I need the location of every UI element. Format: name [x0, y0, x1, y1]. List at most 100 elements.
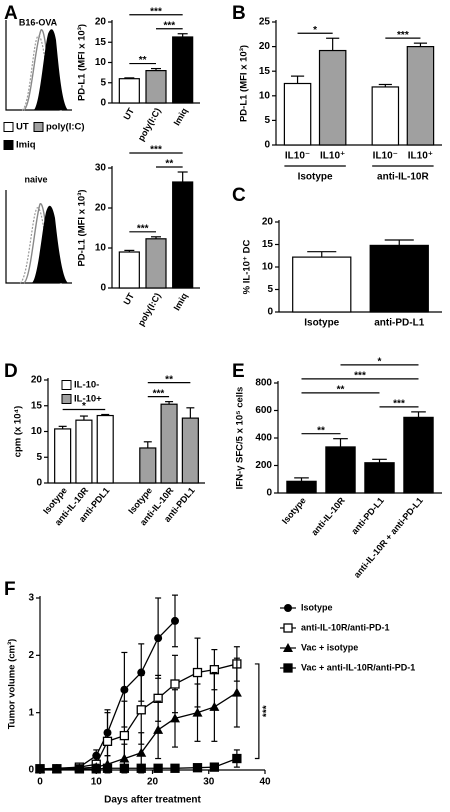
- marker: [136, 763, 146, 773]
- panel-label: E: [232, 361, 245, 382]
- significance-label: ***: [354, 371, 366, 382]
- marker: [192, 763, 203, 773]
- legend-marker: [283, 643, 293, 652]
- bar: [325, 446, 356, 494]
- x-tick-label: Isotype: [304, 318, 339, 329]
- significance-label: **: [165, 159, 173, 170]
- x-tick-label: IL10⁺: [408, 151, 433, 162]
- legend-marker: [283, 663, 293, 673]
- histogram-imiq: [34, 29, 68, 111]
- legend-marker: [283, 623, 293, 633]
- significance-label: **: [165, 374, 173, 385]
- group-label: anti-IL-10R: [377, 172, 429, 183]
- x-tick-label: anti-PD-L1: [374, 318, 424, 329]
- bar: [118, 78, 140, 104]
- significance-label: ***: [153, 388, 165, 399]
- legend-swatch: [3, 122, 14, 132]
- y-tick-label: 15: [262, 239, 274, 250]
- significance-label: ***: [163, 20, 175, 31]
- marker: [136, 747, 147, 757]
- y-tick-label: 1: [28, 707, 34, 718]
- histogram-imiq: [32, 205, 68, 283]
- x-tick-label: UT: [121, 291, 136, 307]
- marker: [170, 713, 180, 723]
- legend-label: Vac + anti-IL-10R/anti-PD-1: [301, 662, 415, 672]
- y-tick-label: 0: [264, 140, 270, 151]
- significance-label: ***: [137, 223, 149, 234]
- x-tick-label: poly(I:C): [136, 291, 163, 328]
- y-tick-label: 15: [259, 66, 271, 77]
- legend-label: Imiq: [16, 140, 36, 151]
- significance-label: ***: [262, 705, 273, 717]
- marker: [153, 724, 164, 734]
- significance-bracket: [254, 663, 260, 760]
- bar: [371, 86, 400, 146]
- y-tick-label: 20: [262, 217, 274, 228]
- x-tick-label: IL10⁺: [320, 151, 345, 162]
- legend-swatch: [3, 140, 14, 150]
- marker: [209, 701, 220, 711]
- bar: [172, 36, 194, 104]
- legend-swatch: [61, 380, 72, 390]
- y-axis-label: IFN-γ SFC/5 x 10⁵ cells: [235, 387, 246, 490]
- bar: [403, 416, 434, 494]
- marker: [102, 763, 113, 773]
- legend-label: anti-IL-10R/anti-PD-1: [301, 622, 390, 632]
- x-tick-label: 0: [37, 777, 43, 788]
- significance-label: *: [313, 25, 317, 36]
- marker: [171, 616, 179, 625]
- marker: [119, 763, 130, 773]
- y-tick-label: 0: [36, 478, 42, 489]
- bar: [369, 244, 429, 313]
- x-tick-label: anti-PD-L1: [349, 495, 386, 536]
- bar: [318, 49, 347, 146]
- y-tick-label: 0: [28, 765, 34, 776]
- subtitle: B16-OVA: [19, 17, 58, 27]
- x-tick-label: 10: [91, 777, 103, 788]
- x-tick-label: IL10⁻: [285, 151, 310, 162]
- y-axis-label: PD-L1 (MFI x 10³): [239, 45, 250, 122]
- bar: [139, 447, 157, 484]
- significance-label: ***: [393, 399, 405, 410]
- legend-label: IL-10-: [74, 380, 99, 391]
- y-tick-label: 5: [267, 284, 273, 295]
- bar: [181, 417, 199, 484]
- x-tick-label: 40: [259, 777, 271, 788]
- legend-label: Isotype: [301, 602, 333, 612]
- y-axis-label: cpm (x 10⁴): [13, 406, 24, 458]
- y-tick-label: 15: [95, 37, 107, 48]
- marker: [209, 762, 220, 772]
- legend-label: IL-10+: [74, 394, 102, 405]
- marker: [153, 763, 163, 773]
- legend-swatch: [33, 122, 44, 132]
- x-tick-label: UT: [121, 106, 136, 122]
- bar: [145, 69, 167, 104]
- marker: [119, 753, 130, 763]
- panel-label: A: [4, 3, 18, 24]
- significance-label: ***: [150, 145, 162, 156]
- y-tick-label: 400: [255, 433, 272, 444]
- marker: [119, 730, 130, 741]
- y-tick-label: 10: [95, 243, 107, 254]
- subtitle: naive: [24, 174, 47, 184]
- histogram-naive: [5, 190, 72, 284]
- y-tick-label: 3: [28, 593, 34, 604]
- legend-swatch: [61, 394, 72, 404]
- x-tick-label: 20: [147, 777, 159, 788]
- legend-label: poly(I:C): [46, 122, 85, 133]
- marker: [192, 707, 203, 717]
- bar: [364, 462, 395, 494]
- legend-label: Vac + isotype: [301, 642, 358, 652]
- y-tick-label: 200: [255, 460, 272, 471]
- y-tick-label: 0: [266, 488, 272, 499]
- panel-label: C: [232, 185, 246, 206]
- y-tick-label: 800: [255, 378, 272, 389]
- y-tick-label: 0: [100, 283, 106, 294]
- bar: [283, 82, 312, 146]
- bar: [75, 419, 93, 484]
- panel-label: D: [4, 361, 18, 382]
- y-tick-label: 0: [100, 98, 106, 109]
- significance-label: *: [378, 357, 382, 368]
- group-label: Isotype: [298, 172, 333, 183]
